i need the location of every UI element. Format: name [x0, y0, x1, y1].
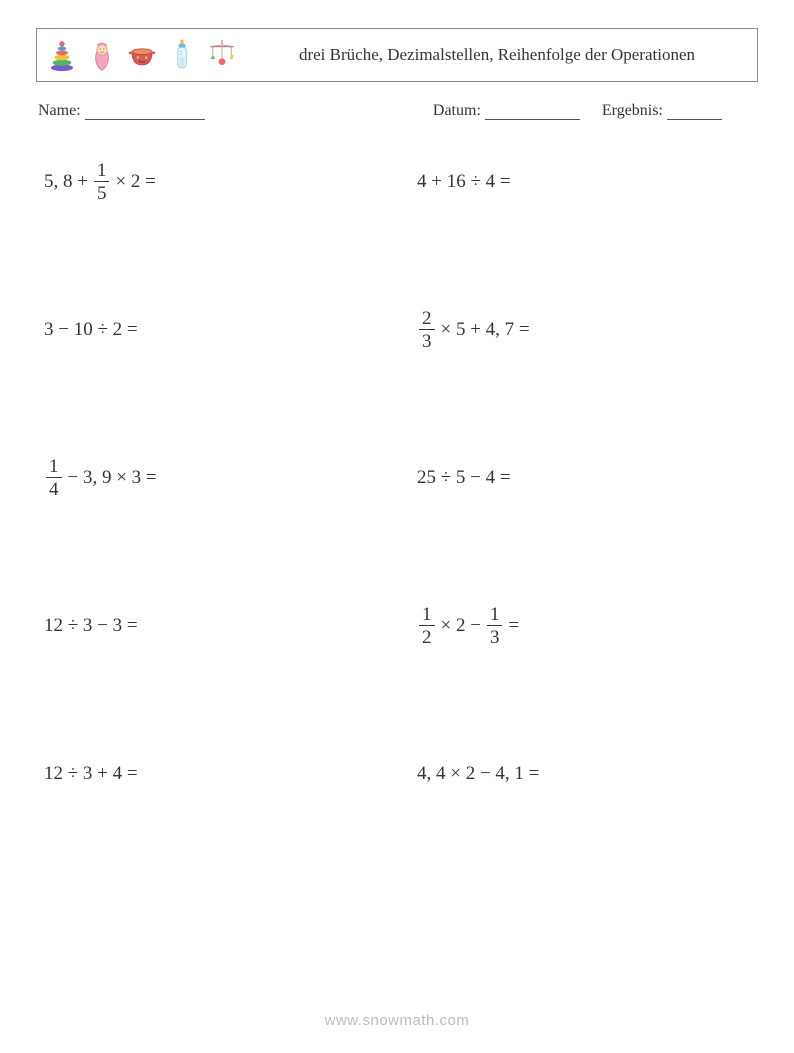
date-label: Datum: [433, 102, 481, 119]
fraction-numerator: 2 [419, 309, 435, 329]
date-underline [485, 102, 580, 120]
fraction-numerator: 1 [487, 605, 503, 625]
problem: 14 − 3, 9 × 3 = [44, 454, 377, 502]
fraction: 15 [94, 161, 110, 203]
expr-text: 4 + 16 ÷ 4 = [417, 171, 511, 193]
name-label: Name: [38, 102, 81, 119]
fraction: 14 [46, 457, 62, 499]
stacking-toy-icon [47, 37, 77, 73]
fraction: 23 [419, 309, 435, 351]
baby-swaddle-icon [87, 37, 117, 73]
fraction-denominator: 5 [94, 181, 110, 203]
expr-text: × 2 = [115, 171, 155, 193]
expr-text: − 3, 9 × 3 = [68, 467, 157, 489]
problems-grid: 5, 8 + 15 × 2 =4 + 16 ÷ 4 =3 − 10 ÷ 2 =2… [36, 148, 758, 798]
expr-text: 12 ÷ 3 − 3 = [44, 615, 138, 637]
problem: 4, 4 × 2 − 4, 1 = [417, 750, 750, 798]
problem: 25 ÷ 5 − 4 = [417, 454, 750, 502]
fraction: 13 [487, 605, 503, 647]
date-field: Datum: [433, 102, 580, 120]
mobile-toy-icon [207, 37, 237, 73]
fraction-denominator: 3 [487, 625, 503, 647]
score-label: Ergebnis: [602, 102, 663, 119]
footer-url: www.snowmath.com [0, 1012, 794, 1029]
fraction-numerator: 1 [94, 161, 110, 181]
baby-bottle-icon [167, 37, 197, 73]
expr-text: 3 − 10 ÷ 2 = [44, 319, 138, 341]
problem: 3 − 10 ÷ 2 = [44, 306, 377, 354]
problem: 12 ÷ 3 + 4 = [44, 750, 377, 798]
score-underline [667, 102, 722, 120]
problem: 12 ÷ 3 − 3 = [44, 602, 377, 650]
pot-icon [127, 37, 157, 73]
fraction-numerator: 1 [46, 457, 62, 477]
name-underline [85, 102, 205, 120]
problem: 5, 8 + 15 × 2 = [44, 158, 377, 206]
expr-text: × 5 + 4, 7 = [441, 319, 530, 341]
score-field: Ergebnis: [602, 102, 722, 120]
problem: 4 + 16 ÷ 4 = [417, 158, 750, 206]
problem: 23 × 5 + 4, 7 = [417, 306, 750, 354]
expr-text: 25 ÷ 5 − 4 = [417, 467, 511, 489]
header-box: drei Brüche, Dezimalstellen, Reihenfolge… [36, 28, 758, 82]
expr-text: × 2 − [441, 615, 481, 637]
info-row: Name: Datum: Ergebnis: [36, 102, 758, 120]
header-icons [37, 37, 237, 73]
expr-text: 5, 8 + [44, 171, 88, 193]
expr-text: = [508, 615, 519, 637]
fraction-denominator: 3 [419, 329, 435, 351]
expr-text: 4, 4 × 2 − 4, 1 = [417, 763, 539, 785]
fraction-numerator: 1 [419, 605, 435, 625]
fraction: 12 [419, 605, 435, 647]
fraction-denominator: 4 [46, 477, 62, 499]
expr-text: 12 ÷ 3 + 4 = [44, 763, 138, 785]
problem: 12 × 2 − 13 = [417, 602, 750, 650]
worksheet-title: drei Brüche, Dezimalstellen, Reihenfolge… [237, 40, 757, 71]
fraction-denominator: 2 [419, 625, 435, 647]
name-field: Name: [38, 102, 433, 120]
